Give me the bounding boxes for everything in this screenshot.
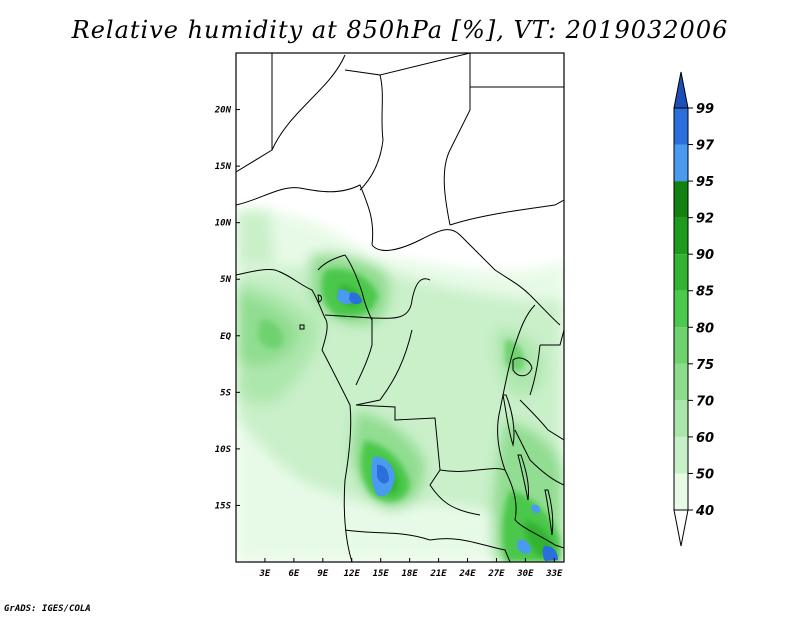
- colorbar-label: 50: [696, 467, 714, 482]
- lon-tick-label: 27E: [487, 569, 505, 579]
- colorbar-segment: [674, 290, 688, 328]
- country-boundaries: [236, 53, 564, 562]
- colorbar-label: 40: [695, 504, 714, 519]
- lon-tick-label: 24E: [458, 569, 476, 579]
- lat-tick-label: 5N: [220, 275, 231, 285]
- colorbar-outline: [673, 107, 689, 511]
- colorbar-segment: [674, 400, 688, 437]
- lon-tick-label: 18E: [402, 569, 419, 579]
- lon-tick-label: 33E: [545, 569, 563, 579]
- colorbar-label: 70: [696, 394, 714, 409]
- colorbar-top-triangle: [673, 71, 689, 109]
- lat-tick-label: EQ: [220, 332, 231, 342]
- lon-tick-label: 21E: [429, 569, 447, 579]
- colorbar-label: 95: [696, 175, 714, 190]
- humidity-field: [236, 208, 564, 562]
- colorbar-label: 80: [696, 321, 714, 336]
- lon-tick-label: 12E: [344, 569, 361, 579]
- lon-tick-label: 6E: [288, 569, 299, 579]
- lon-tick-label: 30E: [516, 569, 534, 579]
- colorbar-segment: [674, 363, 688, 401]
- colorbar-label: 90: [696, 248, 714, 263]
- lon-tick-label: 9E: [317, 569, 328, 579]
- lake-outlines: [299, 294, 554, 536]
- colorbar-label: 85: [696, 285, 714, 300]
- colorbar-segment: [674, 436, 688, 474]
- lat-tick-label: 20N: [214, 106, 232, 116]
- colorbar-segment: [674, 217, 688, 255]
- colorbar-segment: [674, 327, 688, 364]
- colorbar-segment: [674, 181, 688, 218]
- colorbar-segment: [674, 254, 688, 291]
- credit-text: GrADS: IGES/COLA: [4, 604, 91, 614]
- colorbar-bottom-triangle: [673, 509, 689, 547]
- axis-ticks: 3E 6E 9E 12E 15E 18E 21E 24E 27E 30E 33E 20N 15N 10N 5…: [214, 106, 563, 579]
- colorbar-label: 97: [696, 139, 715, 154]
- map-frame: [235, 52, 565, 563]
- colorbar-label: 99: [696, 102, 714, 117]
- colorbar-segment: [674, 144, 688, 182]
- colorbar-label: 92: [696, 212, 714, 227]
- lon-tick-label: 3E: [259, 569, 271, 579]
- colorbar-segment: [674, 473, 688, 510]
- map-title: Relative humidity at 850hPa [%], VT: 201…: [71, 16, 729, 44]
- colorbar-label: 60: [696, 431, 714, 446]
- lat-tick-label: 15N: [215, 162, 232, 172]
- lat-tick-label: 10S: [215, 445, 232, 455]
- colorbar-segment: [674, 108, 688, 145]
- colorbar: 40 50 60 70 75 80 85 90 92 95 97 99: [673, 71, 715, 547]
- lat-tick-label: 5S: [220, 388, 231, 398]
- lat-tick-label: 15S: [215, 501, 232, 511]
- lat-tick-label: 10N: [215, 219, 232, 229]
- lon-tick-label: 15E: [373, 569, 390, 579]
- colorbar-label: 75: [696, 358, 714, 373]
